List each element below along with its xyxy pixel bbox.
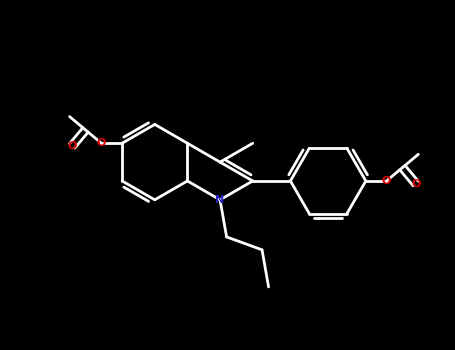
Text: O: O — [411, 178, 420, 189]
Text: O: O — [97, 138, 106, 148]
Text: O: O — [382, 176, 391, 186]
Text: N: N — [215, 195, 225, 205]
Text: O: O — [67, 141, 77, 151]
